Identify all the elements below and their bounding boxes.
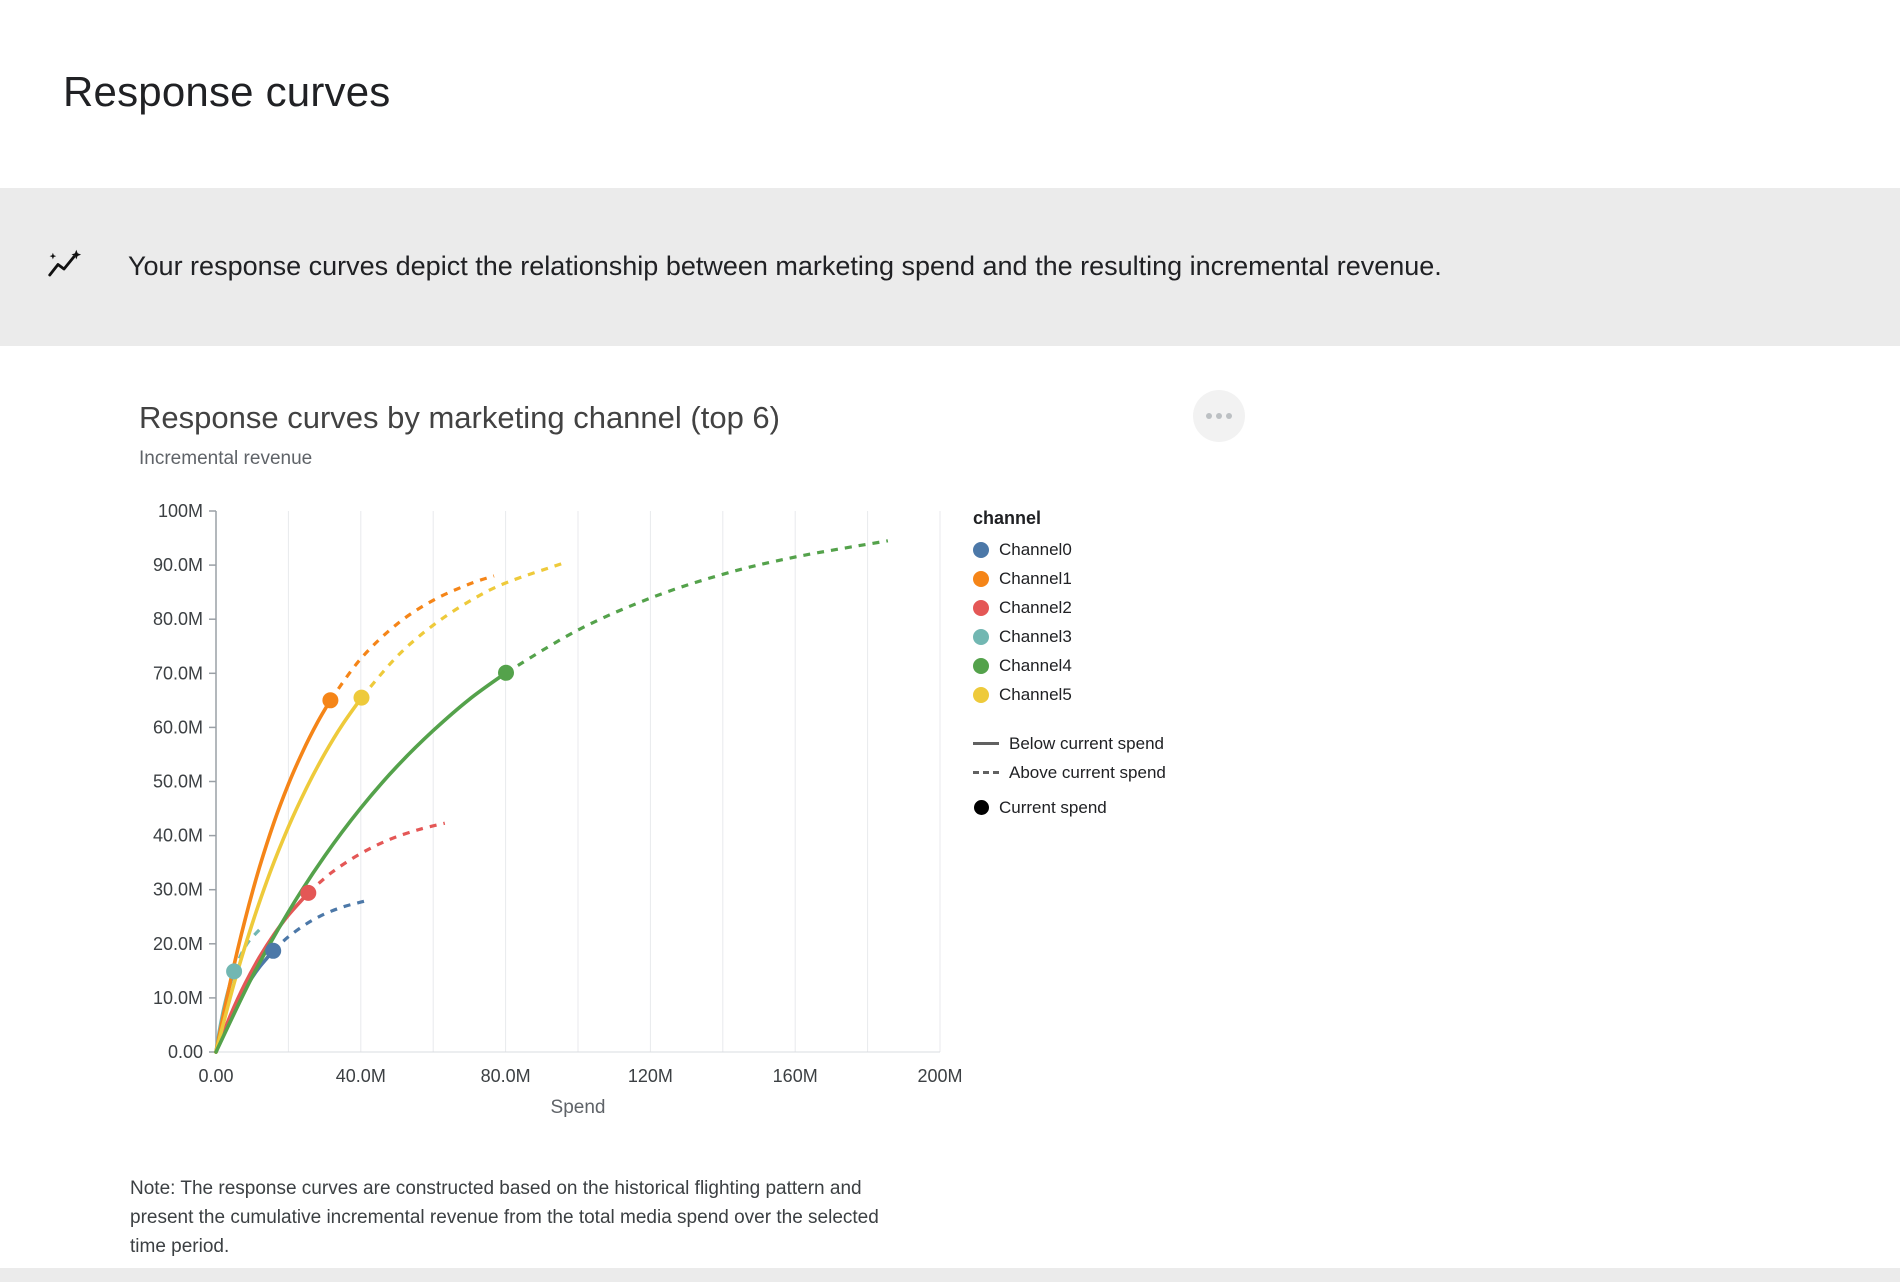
current-spend-dot-Channel5[interactable] xyxy=(353,689,370,706)
legend-item-channel0[interactable]: Channel0 xyxy=(973,535,1166,564)
chart-title: Response curves by marketing channel (to… xyxy=(139,400,780,435)
y-axis-title: Incremental revenue xyxy=(139,448,313,469)
x-tick-label: 0.00 xyxy=(198,1066,233,1086)
legend-label: Channel0 xyxy=(999,539,1072,559)
x-tick-label: 160M xyxy=(773,1066,818,1086)
legend-swatch xyxy=(973,657,989,674)
curve-dashed-Channel0 xyxy=(272,898,370,952)
current-spend-dot-Channel4[interactable] xyxy=(498,664,514,681)
legend-label: Channel3 xyxy=(999,626,1072,646)
y-tick-label: 80.0M xyxy=(153,609,203,629)
y-tick-label: 90.0M xyxy=(153,555,203,575)
y-tick-label: 0.00 xyxy=(168,1042,203,1062)
y-tick-label: 50.0M xyxy=(153,772,203,792)
legend-item-channel1[interactable]: Channel1 xyxy=(973,564,1166,593)
page-title: Response curves xyxy=(63,68,391,116)
y-tick-label: 10.0M xyxy=(153,988,203,1008)
legend-swatch xyxy=(973,541,989,558)
response-curves-plot: 0.00 10.0M 20.0M 30.0M 40.0M 50.0M 60.0M 70.0M 8… xyxy=(153,501,963,1118)
legend-swatch xyxy=(973,628,989,645)
legend-style-items: Below current spend Above current spend Cu… xyxy=(973,729,1166,822)
x-axis-title: Spend xyxy=(551,1097,606,1118)
legend-label: Channel2 xyxy=(999,597,1072,617)
legend-label: Below current spend xyxy=(1009,733,1164,753)
legend-style-dashed: Above current spend xyxy=(973,758,1166,787)
curve-solid-Channel1 xyxy=(214,698,333,1054)
legend-item-channel4[interactable]: Channel4 xyxy=(973,651,1166,680)
current-spend-dot-Channel0[interactable] xyxy=(265,942,282,959)
chart-note: Note: The response curves are constructe… xyxy=(130,1178,879,1257)
curve-dashed-Channel3 xyxy=(232,928,261,973)
legend-style-solid: Below current spend xyxy=(973,729,1166,758)
legend-label: Channel4 xyxy=(999,655,1072,675)
y-tick-label: 20.0M xyxy=(153,934,203,954)
more-options-button[interactable] xyxy=(1193,390,1245,442)
legend-style-dot: Current spend xyxy=(973,793,1166,822)
legend-item-channel2[interactable]: Channel2 xyxy=(973,593,1166,622)
curve-dashed-Channel2 xyxy=(307,821,446,895)
legend-label: Channel1 xyxy=(999,568,1072,588)
legend-swatch xyxy=(973,686,989,703)
solid-line-icon xyxy=(973,742,999,745)
bottom-strip xyxy=(0,1268,1900,1282)
y-tick-label: 100M xyxy=(158,501,203,521)
legend-swatch xyxy=(973,570,989,587)
y-tick-label: 30.0M xyxy=(153,880,203,900)
legend-label: Channel5 xyxy=(999,684,1072,704)
legend-swatch xyxy=(973,599,989,616)
current-spend-dot-Channel3[interactable] xyxy=(226,963,243,980)
dashed-line-icon xyxy=(973,771,999,774)
y-tick-label: 40.0M xyxy=(153,826,203,846)
more-options-icon xyxy=(1206,413,1212,419)
insights-icon xyxy=(45,248,83,289)
x-tick-label: 40.0M xyxy=(336,1066,386,1086)
curve-dashed-Channel1 xyxy=(329,574,495,702)
legend-title: channel xyxy=(973,508,1042,528)
y-tick-label: 70.0M xyxy=(153,663,203,683)
banner-text: Your response curves depict the relation… xyxy=(128,251,1442,281)
info-banner: Your response curves depict the relation… xyxy=(0,188,1900,346)
curve-dashed-Channel5 xyxy=(360,560,567,699)
legend-item-channel3[interactable]: Channel3 xyxy=(973,622,1166,651)
curve-dashed-Channel4 xyxy=(505,539,889,675)
chart-legend: channel Channel0 Channel1 Channel2 Channel3… xyxy=(973,508,1166,822)
current-spend-dot-icon xyxy=(974,800,989,815)
legend-item-channel5[interactable]: Channel5 xyxy=(973,680,1166,709)
legend-label: Current spend xyxy=(999,797,1107,817)
y-tick-label: 60.0M xyxy=(153,717,203,737)
current-spend-dot-Channel2[interactable] xyxy=(300,884,317,901)
legend-channel-items: Channel0 Channel1 Channel2 Channel3 Channel4… xyxy=(973,535,1166,709)
x-tick-label: 120M xyxy=(628,1066,673,1086)
current-spend-dot-Channel1[interactable] xyxy=(322,692,339,709)
curve-solid-Channel4 xyxy=(214,671,508,1054)
legend-label: Above current spend xyxy=(1009,762,1166,782)
x-tick-label: 200M xyxy=(917,1066,962,1086)
x-tick-label: 80.0M xyxy=(481,1066,531,1086)
